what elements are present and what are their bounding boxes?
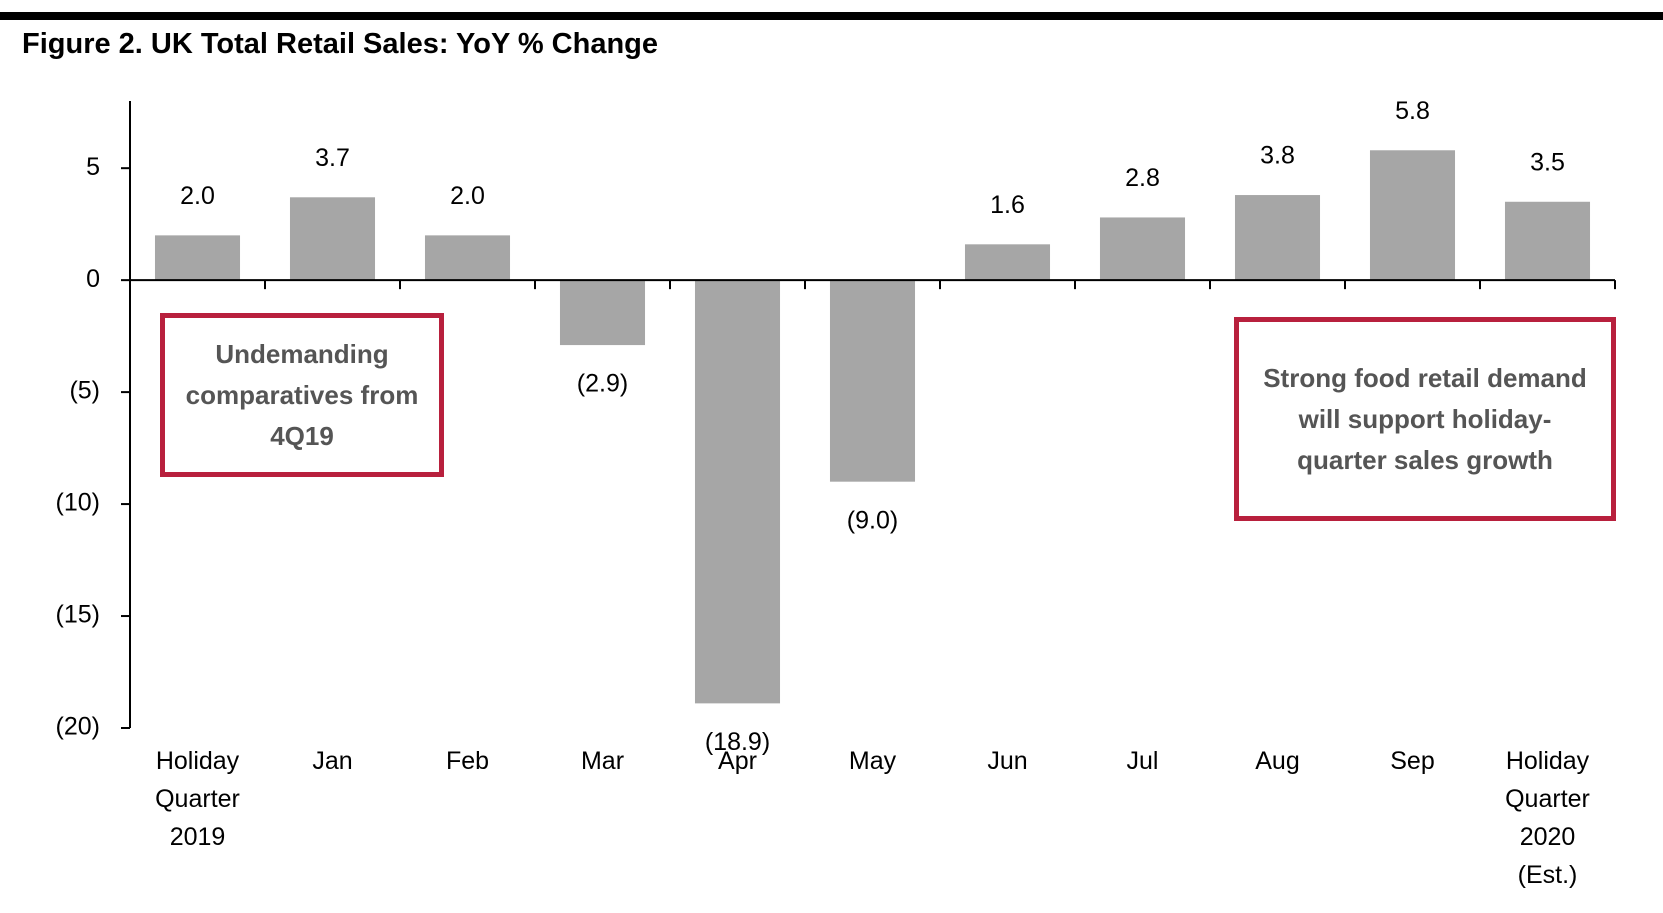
bar: [424, 235, 511, 281]
x-tick-label: May: [848, 747, 897, 775]
y-tick-label: 0: [86, 265, 100, 293]
x-tick-label: Jun: [987, 747, 1028, 775]
y-tick-label: (5): [69, 377, 100, 405]
value-label: (18.9): [705, 728, 770, 756]
chart-title: Figure 2. UK Total Retail Sales: YoY % C…: [22, 28, 659, 60]
value-label: 3.8: [1260, 142, 1295, 170]
bar: [1369, 150, 1456, 281]
x-tick-label: Jan: [312, 747, 353, 775]
x-tick-label: Holiday Quarter 2019: [155, 747, 240, 851]
y-tick-label: (20): [56, 713, 100, 741]
bar: [694, 280, 781, 704]
bar: [289, 197, 376, 281]
x-tick-label: Aug: [1255, 747, 1300, 775]
value-label: 5.8: [1395, 97, 1430, 125]
y-tick-label: (15): [56, 601, 100, 629]
x-tick-label: Apr: [718, 747, 757, 775]
value-label: 3.5: [1530, 148, 1565, 176]
bar: [964, 244, 1051, 281]
value-label: 2.0: [450, 182, 485, 210]
bar: [559, 280, 646, 346]
value-label: 1.6: [990, 191, 1025, 219]
annotation: Strong food retail demand will support h…: [1234, 317, 1616, 521]
x-tick-label: Mar: [580, 747, 625, 775]
value-label: 3.7: [315, 144, 350, 172]
value-label: 2.8: [1125, 164, 1160, 192]
bar: [1099, 217, 1186, 281]
x-tick-label: Jul: [1126, 747, 1159, 775]
annotation: Undemanding comparatives from 4Q19: [160, 313, 444, 477]
y-tick-label: (10): [56, 489, 100, 517]
bar: [1234, 195, 1321, 281]
x-tick-label: Holiday Quarter 2020 (Est.): [1505, 747, 1590, 889]
x-tick-label: Sep: [1390, 747, 1435, 775]
bar: [154, 235, 241, 281]
y-tick-label: 5: [86, 153, 100, 181]
value-label: 2.0: [180, 182, 215, 210]
bar: [1504, 201, 1591, 281]
value-label: (9.0): [847, 506, 898, 534]
value-label: (2.9): [577, 370, 628, 398]
top-rule: [0, 12, 1663, 20]
x-tick-label: Feb: [445, 747, 490, 775]
bar: [829, 280, 916, 482]
